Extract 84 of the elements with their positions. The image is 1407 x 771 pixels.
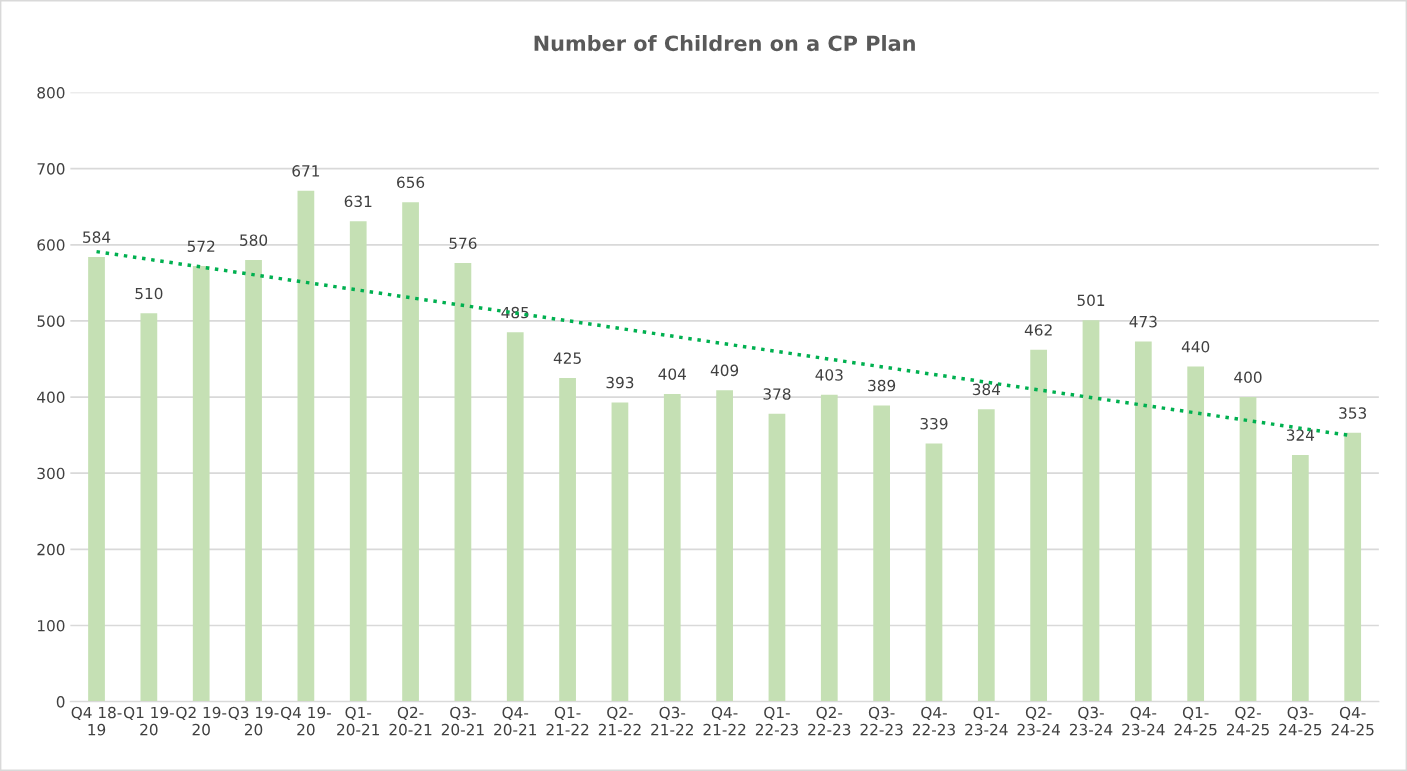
x-tick-label: Q3 19-20 — [228, 706, 279, 736]
data-label: 404 — [658, 368, 686, 380]
x-tick-label: Q3-23-24 — [1069, 706, 1113, 736]
bar — [140, 313, 158, 702]
data-label: 378 — [763, 388, 791, 400]
bar — [611, 402, 629, 702]
bar — [88, 256, 105, 702]
data-label: 425 — [553, 352, 581, 364]
bar — [977, 409, 995, 702]
data-label: 393 — [606, 376, 634, 389]
data-label: 510 — [135, 287, 163, 300]
y-tick-label: 400 — [37, 391, 65, 404]
bar — [1239, 397, 1257, 702]
data-label: 324 — [1286, 429, 1315, 441]
data-label: 501 — [1077, 294, 1105, 307]
data-label: 389 — [868, 379, 896, 392]
bar — [559, 378, 576, 702]
x-tick-label: Q3-22-23 — [860, 706, 903, 736]
data-label: 473 — [1129, 315, 1157, 328]
x-tick-label: Q2-24-25 — [1226, 706, 1269, 736]
x-tick-label: Q1-22-23 — [755, 706, 798, 736]
y-tick-label: 700 — [37, 163, 65, 175]
y-tick-label: 600 — [37, 239, 65, 251]
data-label: 656 — [397, 176, 425, 189]
bar — [873, 405, 890, 702]
x-tick-label: Q1-20-21 — [337, 706, 380, 736]
bar — [454, 263, 472, 702]
x-tick-label: Q2-21-22 — [598, 706, 641, 736]
bar — [349, 221, 367, 702]
x-tick-label: Q1-23-24 — [965, 706, 1008, 736]
x-tick-label: Q2-20-21 — [389, 706, 432, 736]
chart-title: Number of Children on a CP Plan — [534, 35, 915, 52]
data-label: 409 — [710, 364, 739, 377]
data-label: 440 — [1181, 340, 1210, 353]
x-tick-label: Q1-24-25 — [1174, 706, 1217, 736]
x-tick-label: Q2 19-20 — [176, 706, 227, 736]
bar — [1030, 349, 1048, 702]
data-label: 576 — [449, 237, 477, 249]
x-tick-label: Q3-20-21 — [441, 706, 484, 736]
y-tick-label: 500 — [37, 315, 65, 327]
x-tick-label: Q2-23-24 — [1017, 706, 1060, 736]
bar — [768, 413, 786, 702]
bar — [925, 443, 943, 702]
x-tick-label: Q4-20-21 — [494, 706, 537, 736]
bar — [402, 202, 419, 702]
data-label: 384 — [972, 383, 1001, 396]
x-tick-label: Q2-22-23 — [808, 706, 851, 736]
bar — [716, 390, 733, 702]
x-tick-label: Q3-24-25 — [1279, 706, 1322, 736]
bar — [192, 266, 210, 702]
bar — [663, 394, 681, 702]
x-tick-label: Q4 18-19 — [71, 706, 122, 736]
x-tick-label: Q1 19-20 — [123, 706, 174, 736]
data-label: 353 — [1339, 407, 1367, 419]
data-label: 572 — [187, 240, 215, 253]
data-label: 462 — [1024, 324, 1052, 336]
y-tick-label: 0 — [56, 696, 65, 708]
data-label: 403 — [815, 369, 843, 381]
x-tick-label: Q4 19-20 — [280, 706, 331, 736]
bar — [506, 332, 524, 702]
bar — [1082, 320, 1100, 702]
data-label: 631 — [344, 195, 372, 208]
data-label: 671 — [292, 165, 320, 177]
bar — [1187, 366, 1205, 702]
y-tick-label: 300 — [37, 467, 65, 480]
data-label: 584 — [83, 231, 111, 243]
x-tick-label: Q4-23-24 — [1122, 706, 1165, 736]
data-label: 580 — [240, 234, 268, 246]
x-tick-label: Q4-22-23 — [912, 706, 955, 736]
bar — [1344, 432, 1362, 702]
y-tick-label: 100 — [38, 619, 65, 632]
x-tick-label: Q1-21-22 — [546, 706, 589, 736]
y-tick-label: 800 — [37, 86, 65, 99]
bar — [1134, 341, 1152, 702]
x-tick-label: Q4-24-25 — [1331, 706, 1374, 736]
y-tick-label: 200 — [37, 543, 65, 556]
x-tick-label: Q4-21-22 — [703, 706, 746, 736]
bar — [820, 394, 838, 702]
bar — [1291, 454, 1309, 702]
bar — [297, 190, 315, 702]
data-label: 339 — [920, 417, 948, 430]
data-label: 400 — [1234, 371, 1262, 383]
x-tick-label: Q3-21-22 — [651, 706, 693, 736]
bar — [245, 260, 262, 702]
